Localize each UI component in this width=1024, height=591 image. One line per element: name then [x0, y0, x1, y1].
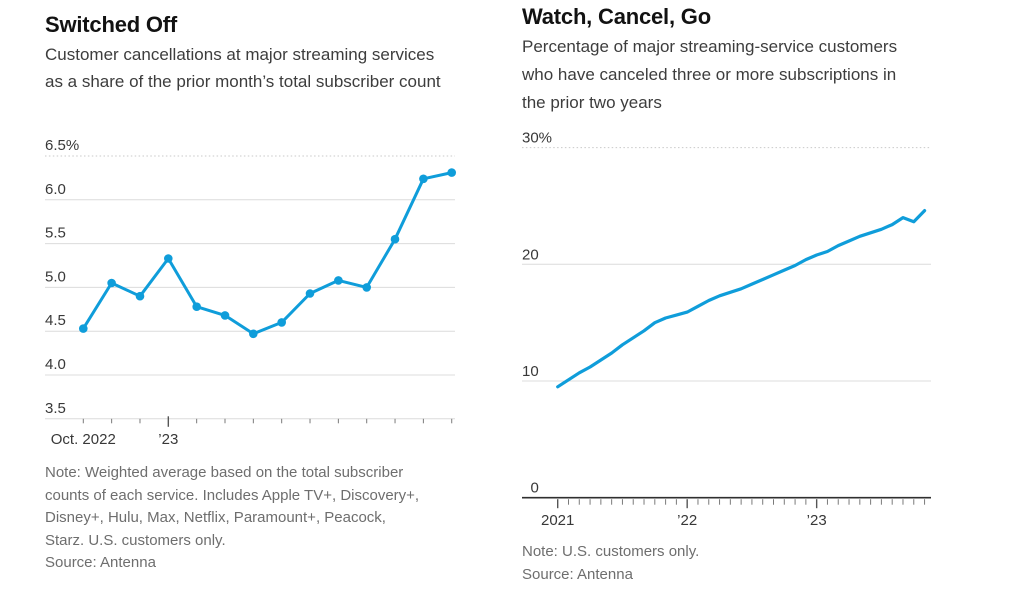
y-tick-label: 0 [531, 480, 539, 497]
y-gridlines [522, 147, 931, 499]
data-point [164, 254, 173, 263]
left-chart-source: Source: Antenna [45, 554, 156, 572]
data-point [390, 234, 400, 244]
y-gridlines [45, 155, 455, 420]
left-chart-subtitle: Customer cancellations at major streamin… [45, 45, 441, 91]
y-tick-label: 3.5 [45, 400, 66, 417]
left-chart-title: Switched Off [45, 12, 178, 37]
left-chart-note-block: Note: Weighted average based on the tota… [45, 462, 425, 575]
data-point [277, 318, 286, 327]
left-chart-canvas: Oct. 2022 ’23 6.5% 6.0 5.5 5.0 4.5 4.0 3.5 [45, 137, 457, 448]
y-tick-label: 10 [522, 363, 539, 380]
data-point [305, 289, 315, 298]
data-point [220, 311, 230, 320]
data-point [192, 302, 201, 311]
data-point [249, 329, 258, 339]
y-tick-label: 5.5 [45, 225, 66, 242]
y-tick-label: 20 [522, 246, 539, 263]
series-line [81, 171, 454, 336]
data-point [419, 174, 428, 184]
x-tick-label: Oct. 2022 [51, 431, 116, 448]
data-point [362, 283, 372, 292]
x-ticks [557, 499, 926, 509]
data-point [79, 324, 88, 333]
right-chart-title: Watch, Cancel, Go [522, 4, 711, 29]
x-tick-label: ’23 [158, 431, 178, 448]
x-tick-label: ’22 [677, 512, 697, 529]
y-tick-label: 30% [522, 130, 552, 147]
x-axis-labels: 2021 ’22 ’23 [541, 512, 827, 529]
x-axis-labels: Oct. 2022 ’23 [51, 431, 179, 448]
x-ticks [82, 416, 453, 427]
right-chart-note-block: Note: U.S. customers only. Source: Anten… [522, 541, 922, 586]
y-tick-label: 6.5% [45, 137, 79, 154]
y-axis-labels: 6.5% 6.0 5.5 5.0 4.5 4.0 3.5 [45, 137, 79, 417]
right-chart-canvas: 2021 ’22 ’23 30% 20 10 0 [522, 130, 931, 529]
y-axis-labels: 30% 20 10 0 [522, 130, 552, 497]
right-chart-source: Source: Antenna [522, 565, 633, 583]
y-tick-label: 4.0 [45, 356, 66, 373]
x-tick-label: ’23 [807, 512, 827, 529]
y-tick-label: 5.0 [45, 268, 66, 285]
y-tick-label: 4.5 [45, 312, 66, 329]
data-point [334, 276, 343, 285]
y-tick-label: 6.0 [45, 181, 66, 198]
data-points [79, 168, 457, 339]
data-point [135, 291, 145, 301]
data-point [447, 168, 457, 177]
x-tick-label: 2021 [541, 512, 574, 529]
right-chart-note: Note: U.S. customers only. [522, 543, 700, 560]
left-chart-note: Note: Weighted average based on the tota… [45, 464, 420, 549]
right-chart-subtitle: Percentage of major streaming-service cu… [522, 37, 898, 112]
data-point [107, 278, 116, 288]
series-line [556, 208, 927, 389]
